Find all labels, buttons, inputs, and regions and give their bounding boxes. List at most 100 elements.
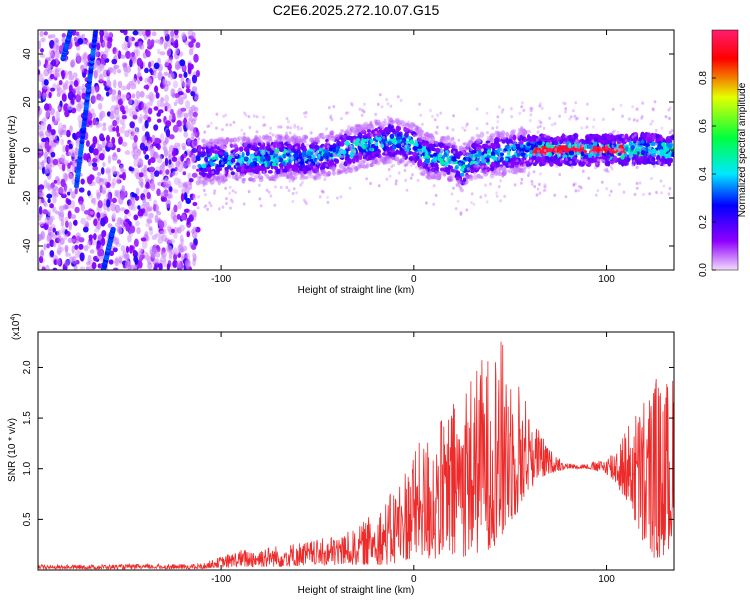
spectrogram-cell-4377 [291, 155, 294, 160]
spectrogram-cell-4002 [462, 177, 467, 182]
spectrogram-cell-1385 [170, 228, 175, 234]
spectrogram-cell-2938 [529, 149, 534, 155]
spectrogram-cell-1368 [185, 258, 191, 268]
spectrogram-cell-1437 [148, 166, 155, 172]
spectrogram-cell-3034 [366, 129, 372, 133]
spectrogram-cell-4224 [436, 113, 439, 117]
spectrogram-cell-4413 [585, 117, 589, 121]
spectrogram-cell-2923 [237, 136, 243, 141]
spectrogram-cell-903 [145, 50, 151, 58]
spectrogram-cell-1119 [172, 112, 176, 121]
spectrogram-cell-3883 [433, 152, 438, 157]
spectrogram-cell-3524 [434, 166, 440, 171]
spectrogram-cell-4088 [497, 133, 501, 139]
spectrogram-cell-1279 [68, 71, 73, 78]
spectrogram-cell-726 [172, 80, 179, 89]
spectrogram-cell-969 [133, 134, 138, 143]
spectrogram-cell-4298 [209, 204, 213, 208]
spectrogram-cell-3806 [538, 161, 543, 167]
spectrogram-cell-4308 [539, 102, 542, 106]
spectrogram-cell-1083 [171, 92, 177, 99]
y-tick-label-1: -20 [22, 190, 33, 205]
spectrogram-cell-4166 [483, 159, 487, 163]
spectrogram-cell-4291 [286, 150, 289, 154]
spectrogram-cell-4119 [624, 139, 628, 143]
spectrogram-cell-1165 [45, 109, 50, 118]
spectrogram-cell-1017 [187, 159, 191, 165]
spectrogram-cell-4405 [276, 158, 280, 162]
spectrogram-cell-4196 [342, 154, 346, 158]
spectrogram-cell-4105 [267, 190, 271, 194]
spectrogram-cell-4311 [540, 106, 544, 110]
spectrogram-cell-3343 [344, 140, 350, 146]
spectrogram-cell-609 [114, 204, 121, 214]
spectrogram-cell-4632 [569, 160, 573, 164]
spectrogram-cell-1322 [152, 70, 157, 76]
spectrogram-cell-4546 [334, 154, 338, 158]
spectrogram-cell-839 [180, 193, 185, 202]
spectrogram-cell-1016 [150, 171, 155, 181]
spectrogram-cell-946 [38, 160, 41, 169]
spectrogram-cell-1002 [38, 40, 42, 50]
spectrogram-cell-1147 [77, 91, 82, 96]
spectrogram-cell-1023 [105, 80, 112, 89]
snr-frame [37, 331, 675, 571]
spectrogram-cell-4640 [599, 153, 603, 157]
spectrogram-cell-441 [143, 84, 150, 90]
spectrogram-cell-3474 [342, 149, 347, 155]
spectrogram-cell-4379 [516, 150, 520, 154]
spectrogram-cell-4401 [263, 151, 266, 155]
spectrogram-cell-1012 [156, 99, 162, 108]
spectrogram-cell-4688 [277, 125, 281, 129]
spectrogram-cell-4523 [361, 162, 365, 166]
spectrogram-cell-341 [172, 124, 179, 133]
spectrogram-cell-4696 [327, 106, 331, 110]
spectrogram-cell-4223 [224, 149, 228, 153]
spectrogram-cell-4658 [585, 160, 589, 164]
spectrogram-cell-3671 [419, 171, 424, 176]
spectrogram-cell-4229 [314, 153, 317, 157]
spectrogram-cell-966 [111, 136, 116, 145]
spectrogram-cell-4533 [303, 199, 307, 203]
spectrogram-cell-4540 [553, 122, 557, 126]
spectrogram-cell-496 [153, 170, 160, 177]
spectrogram-cell-3896 [496, 148, 501, 153]
spectrogram-cell-1291 [125, 223, 131, 232]
spectrogram-cell-3551 [418, 159, 423, 166]
spectrogram-cell-650 [146, 217, 152, 223]
spectrogram-cell-4009 [451, 156, 457, 162]
spectrogram-cell-4558 [594, 151, 598, 155]
spectrogram-cell-4609 [536, 130, 540, 134]
spectrogram-cell-1295 [195, 69, 200, 78]
spectrogram-cell-4244 [581, 169, 585, 173]
spectrogram-cell-4578 [255, 130, 259, 134]
spectrogram-cell-3044 [521, 157, 527, 161]
spectrogram-cell-3580 [295, 142, 301, 148]
spectrogram-cell-3904 [563, 145, 568, 150]
spectrogram-cell-4451 [466, 167, 470, 171]
spectrogram-cell-1465 [74, 237, 80, 244]
spectrogram-cell-4423 [653, 154, 657, 158]
spectrogram-cell-1205 [67, 162, 71, 169]
spectrogram-cell-1230 [119, 164, 124, 173]
spectrogram-cell-744 [119, 118, 125, 125]
spectrogram-cell-1274 [142, 30, 146, 37]
spectrogram-cell-1485 [165, 128, 171, 138]
spectrogram-cell-4676 [304, 140, 307, 144]
spectrogram-cell-3493 [403, 127, 409, 133]
spectrogram-cell-35 [177, 200, 182, 210]
spectrogram-cell-4333 [215, 112, 219, 116]
spectrogram-cell-796 [40, 197, 45, 204]
spectrogram-cell-1354 [107, 31, 113, 38]
spectrogram-cell-3545 [657, 143, 663, 150]
spectrogram-cell-817 [43, 79, 49, 86]
spectrogram-cell-3359 [201, 138, 206, 144]
spectrogram-cell-4601 [394, 154, 398, 158]
spectrogram-cell-4306 [634, 142, 638, 146]
spectrogram-cell-1108 [80, 217, 87, 225]
spectrogram-cell-1438 [177, 244, 184, 253]
spectrogram-cell-4419 [358, 107, 362, 111]
spectrogram-cell-3751 [303, 134, 309, 140]
spectrogram-cell-3146 [270, 165, 274, 170]
spectrogram-cell-4454 [503, 194, 506, 198]
